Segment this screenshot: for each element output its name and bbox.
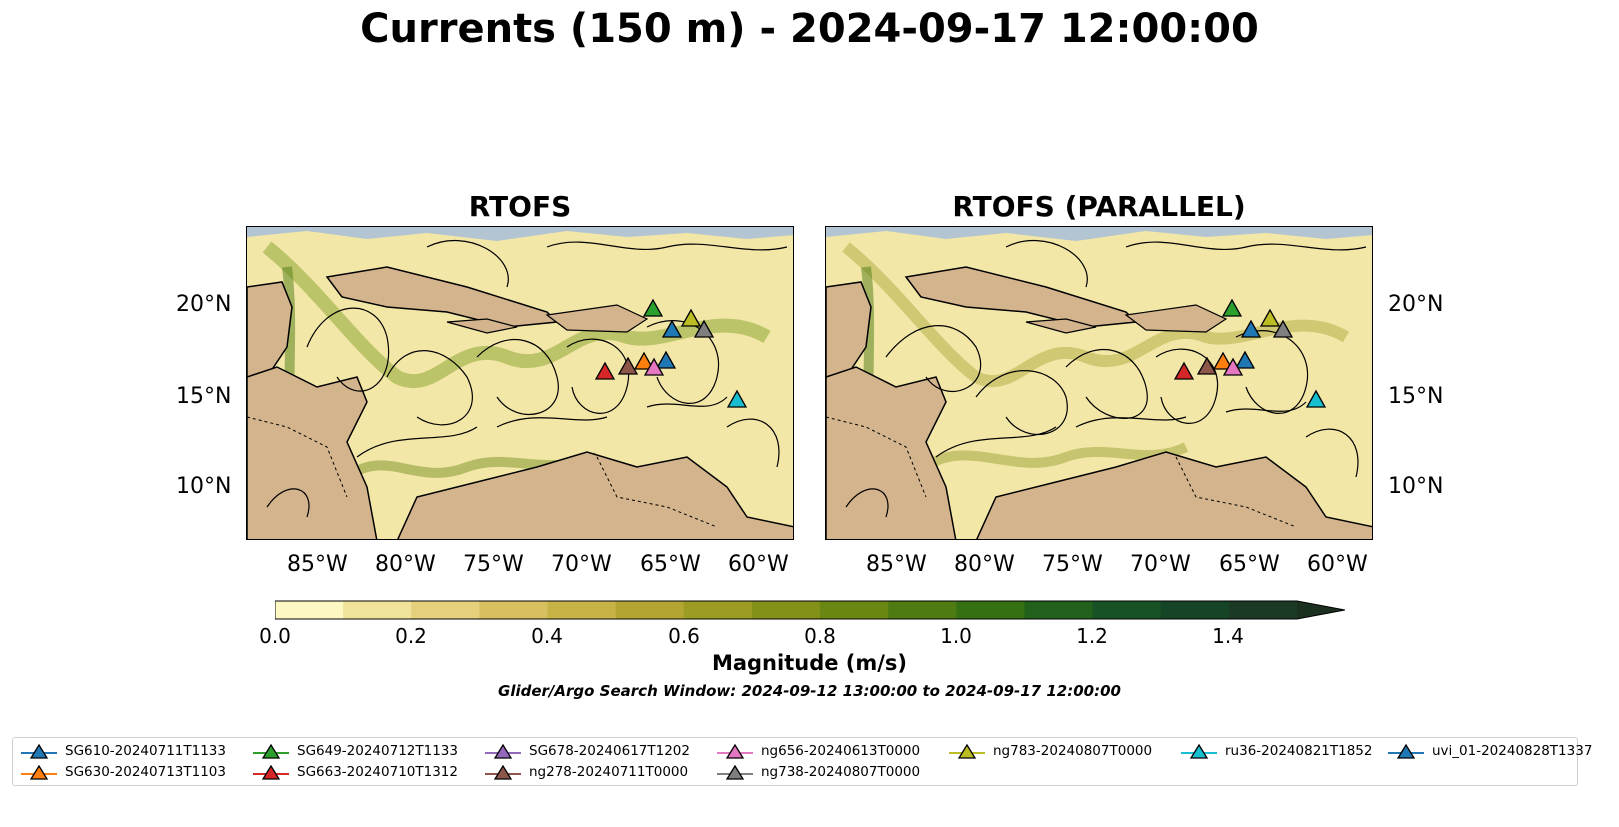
colorbar-outline <box>274 600 1346 620</box>
lat-tick-label: 20°N <box>1388 292 1444 317</box>
colorbar-tick-label: 0.8 <box>804 624 836 648</box>
map-panel-rtofs-parallel <box>825 226 1373 540</box>
colorbar-segment <box>751 601 821 619</box>
legend-label: SG630-20240713T1103 <box>65 764 226 780</box>
colorbar-segment <box>275 601 344 619</box>
map-canvas-rtofs-parallel <box>826 227 1372 539</box>
legend-item: ng738-20240807T0000 <box>717 764 920 780</box>
colorbar-segment <box>820 601 889 619</box>
legend-label: ng656-20240613T0000 <box>761 743 921 759</box>
panel-title-rtofs: RTOFS <box>468 190 572 223</box>
legend-item: SG678-20240617T1202 <box>485 743 690 759</box>
colorbar-segment <box>479 601 549 619</box>
colorbar-extend-arrow <box>1297 601 1345 619</box>
legend-label: SG678-20240617T1202 <box>529 743 690 759</box>
triangle-marker-icon <box>1181 743 1217 759</box>
lon-tick-label: 80°W <box>375 552 436 577</box>
triangle-marker-icon <box>253 743 289 759</box>
colorbar-segment <box>683 601 753 619</box>
colorbar-segment <box>956 601 1026 619</box>
triangle-marker-icon <box>1388 743 1424 759</box>
colorbar-tick-label: 1.2 <box>1076 624 1108 648</box>
colorbar <box>274 600 1346 620</box>
legend-label: SG663-20240710T1312 <box>297 764 458 780</box>
lat-tick-label: 20°N <box>176 292 232 317</box>
colorbar-tick-label: 0.0 <box>259 624 291 648</box>
legend-label: SG649-20240712T1133 <box>297 743 458 759</box>
colorbar-gradient <box>274 600 1346 620</box>
legend: SG610-20240711T1133 SG630-20240713T1103 … <box>12 737 1592 786</box>
lon-tick-label: 75°W <box>463 552 524 577</box>
search-window-text: Glider/Argo Search Window: 2024-09-12 13… <box>498 682 1121 700</box>
colorbar-segment <box>615 601 685 619</box>
lat-tick-label: 15°N <box>1388 384 1444 409</box>
legend-item: SG663-20240710T1312 <box>253 764 458 780</box>
colorbar-tick-label: 0.4 <box>531 624 563 648</box>
lon-tick-label: 80°W <box>954 552 1015 577</box>
map-canvas-rtofs <box>247 227 793 539</box>
triangle-marker-icon <box>485 743 521 759</box>
colorbar-tick-label: 1.4 <box>1212 624 1244 648</box>
colorbar-segment <box>547 601 617 619</box>
lon-tick-label: 70°W <box>1130 552 1191 577</box>
triangle-marker-icon <box>485 764 521 780</box>
triangle-marker-icon <box>21 764 57 780</box>
colorbar-segment <box>1228 601 1298 619</box>
legend-item: ru36-20240821T1852 <box>1181 743 1372 759</box>
legend-item: ng783-20240807T0000 <box>949 743 1152 759</box>
legend-label: ng738-20240807T0000 <box>761 764 921 780</box>
legend-item: uvi_01-20240828T1337 <box>1388 743 1592 759</box>
legend-item: ng278-20240711T0000 <box>485 764 688 780</box>
lon-tick-label: 85°W <box>866 552 927 577</box>
lon-tick-label: 85°W <box>287 552 348 577</box>
triangle-marker-icon <box>717 764 753 780</box>
panel-title-rtofs-parallel: RTOFS (PARALLEL) <box>952 190 1246 223</box>
legend-item: ng656-20240613T0000 <box>717 743 920 759</box>
triangle-marker-icon <box>717 743 753 759</box>
colorbar-segment <box>1092 601 1162 619</box>
legend-label: uvi_01-20240828T1337 <box>1432 743 1593 759</box>
triangle-marker-icon <box>949 743 985 759</box>
legend-label: ng278-20240711T0000 <box>529 764 689 780</box>
legend-label: SG610-20240711T1133 <box>65 743 226 759</box>
triangle-marker-icon <box>21 743 57 759</box>
map-panel-rtofs <box>246 226 794 540</box>
lon-tick-label: 70°W <box>551 552 612 577</box>
lon-tick-label: 65°W <box>1219 552 1280 577</box>
legend-label: ru36-20240821T1852 <box>1225 743 1373 759</box>
colorbar-segment <box>343 601 412 619</box>
triangle-marker-icon <box>253 764 289 780</box>
legend-label: ng783-20240807T0000 <box>993 743 1153 759</box>
lat-tick-label: 10°N <box>176 474 232 499</box>
colorbar-segment <box>888 601 957 619</box>
lat-tick-label: 15°N <box>176 384 232 409</box>
colorbar-tick-label: 1.0 <box>940 624 972 648</box>
legend-item: SG610-20240711T1133 <box>21 743 226 759</box>
lon-tick-label: 60°W <box>1307 552 1368 577</box>
lon-tick-label: 65°W <box>640 552 701 577</box>
legend-item: SG630-20240713T1103 <box>21 764 226 780</box>
lon-tick-label: 60°W <box>728 552 789 577</box>
colorbar-segment <box>411 601 480 619</box>
figure-title: Currents (150 m) - 2024-09-17 12:00:00 <box>360 6 1259 52</box>
legend-item: SG649-20240712T1133 <box>253 743 458 759</box>
colorbar-segment <box>1024 601 1094 619</box>
colorbar-label: Magnitude (m/s) <box>711 651 908 675</box>
lat-tick-label: 10°N <box>1388 474 1444 499</box>
colorbar-tick-label: 0.6 <box>668 624 700 648</box>
colorbar-tick-label: 0.2 <box>395 624 427 648</box>
colorbar-segment <box>1160 601 1230 619</box>
lon-tick-label: 75°W <box>1042 552 1103 577</box>
